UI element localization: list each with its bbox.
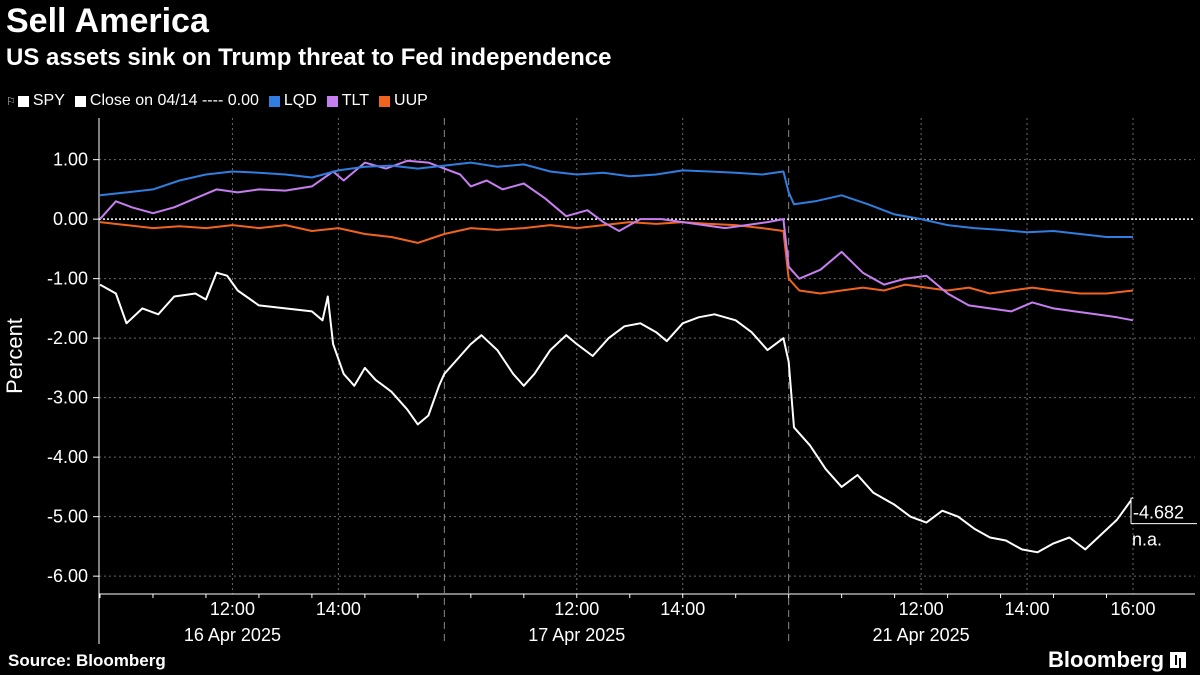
x-tick-label: 14:00 [1005,599,1050,619]
x-tick-label: 16:00 [1110,599,1155,619]
y-tick-label: -3.00 [47,388,88,408]
legend-swatch-tlt [326,95,338,107]
chart-title: Sell America [6,2,209,40]
x-tick-label: 14:00 [660,599,705,619]
legend-label-lqd: LQD [283,92,317,109]
bloomberg-logo: Bloomberg [1048,647,1187,673]
legend: ⚐ SPY Close on 04/14 ---- 0.00 LQD TLT U… [6,90,438,112]
series-line-tlt[interactable] [99,159,1134,322]
series-line-lqd[interactable] [99,161,1133,238]
legend-swatch-spy [17,95,29,107]
chart-subtitle: US assets sink on Trump threat to Fed in… [6,44,612,71]
y-tick-label: 1.00 [53,150,88,170]
x-day-label: 21 Apr 2025 [873,625,970,645]
end-value-label: -4.682 [1133,503,1184,523]
y-tick-label: -6.00 [47,566,88,586]
legend-swatch-lqd [268,95,280,107]
end-label-box [1131,498,1197,523]
legend-item-spy[interactable]: SPY [17,92,65,110]
y-tick-label: -2.00 [47,328,88,348]
legend-item-close-reference[interactable]: Close on 04/14 ---- 0.00 [74,92,259,110]
y-tick-label: 0.00 [53,209,88,229]
x-day-label: 17 Apr 2025 [528,625,625,645]
legend-item-tlt[interactable]: TLT [326,92,370,110]
y-axis-title: Percent [2,318,27,394]
x-tick-label: 14:00 [316,599,361,619]
x-day-label: 16 Apr 2025 [184,625,281,645]
bloomberg-terminal-icon [1170,652,1187,668]
x-tick-label: 12:00 [899,599,944,619]
legend-item-uup[interactable]: UUP [379,92,428,110]
legend-swatch-close-reference [74,95,86,107]
y-tick-label: -4.00 [47,447,88,467]
series-line-uup[interactable] [99,221,1134,295]
line-chart[interactable]: 1.00 0.00 -1.00 -2.00 -3.00 -4.00 -5.00 -6.00 Pe… [0,112,1200,647]
x-tick-label: 12:00 [554,599,599,619]
series-line-spy[interactable] [99,271,1134,554]
brand-wordmark: Bloomberg [1048,647,1165,672]
end-secondary-label: n.a. [1132,530,1162,550]
y-tick-label: -5.00 [47,507,88,527]
pin-icon[interactable]: ⚐ [6,95,16,108]
legend-label-uup: UUP [394,92,428,109]
legend-label-tlt: TLT [341,92,370,109]
legend-swatch-uup [379,95,391,107]
y-tick-label: -1.00 [47,269,88,289]
legend-label-close-reference: Close on 04/14 ---- 0.00 [89,92,259,109]
legend-label-spy: SPY [32,92,65,109]
legend-item-lqd[interactable]: LQD [268,92,317,110]
x-tick-label: 12:00 [210,599,255,619]
source-note: Source: Bloomberg [8,651,166,670]
